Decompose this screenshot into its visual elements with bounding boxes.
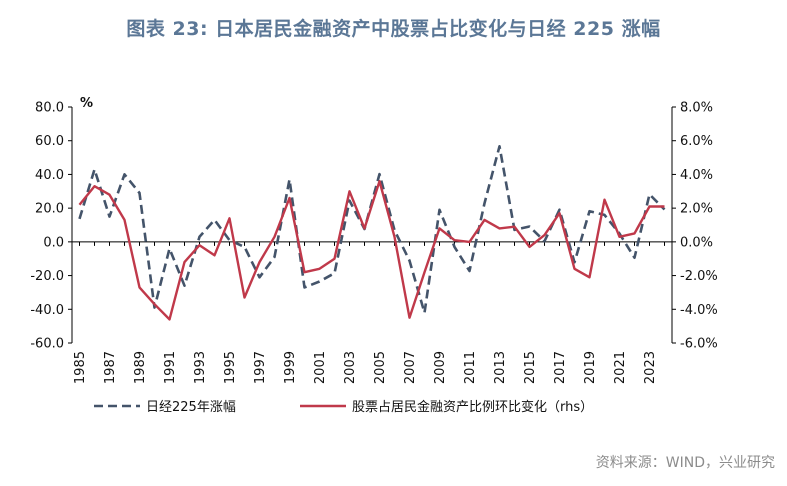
- source-note: 资料来源：WIND，兴业研究: [595, 455, 775, 471]
- left-tick-label: -20.0: [30, 269, 64, 284]
- x-tick-label: 1997: [253, 351, 268, 384]
- right-tick-label: 6.0%: [680, 134, 713, 149]
- nikkei-series-line: [78, 145, 666, 315]
- left-tick-label: 60.0: [35, 134, 64, 149]
- right-tick-label: -2.0%: [680, 269, 718, 284]
- x-tick-label: 2001: [313, 351, 328, 384]
- x-tick-label: 2017: [553, 351, 568, 384]
- right-tick-label: 8.0%: [680, 101, 713, 116]
- left-tick-label: 20.0: [35, 202, 64, 217]
- x-tick-label: 1995: [223, 351, 238, 384]
- legend: 日经225年涨幅 股票占居民金融资产比例环比变化（rhs）: [94, 399, 593, 415]
- x-tick-label: 2013: [493, 351, 508, 384]
- left-unit-label: %: [80, 96, 93, 111]
- x-tick-label: 2003: [343, 351, 358, 384]
- left-tick-label: -40.0: [30, 303, 64, 318]
- x-tick-label: 2023: [643, 351, 658, 384]
- left-tick-label: 40.0: [35, 168, 64, 183]
- series-layer: [78, 145, 666, 321]
- right-tick-label: 0.0%: [680, 235, 713, 250]
- left-tick-label: 0.0: [43, 235, 64, 250]
- x-tick-label: 2011: [463, 351, 478, 384]
- x-tick-label: 2019: [583, 351, 598, 384]
- legend-label-nikkei: 日经225年涨幅: [146, 400, 236, 415]
- left-tick-label: 80.0: [35, 101, 64, 116]
- x-tick-label: 1993: [193, 351, 208, 384]
- legend-label-stock-share: 股票占居民金融资产比例环比变化（rhs）: [352, 399, 593, 415]
- x-tick-label: 2015: [523, 351, 538, 384]
- right-tick-label: 2.0%: [680, 202, 713, 217]
- x-tick-label: 1987: [103, 351, 118, 384]
- stock-share-series-line: [78, 180, 665, 321]
- x-tick-label: 2021: [613, 351, 628, 384]
- x-tick-label: 2009: [433, 351, 448, 384]
- x-tick-label: 1991: [163, 351, 178, 384]
- left-tick-label: -60.0: [30, 337, 64, 352]
- x-tick-label: 1989: [133, 351, 148, 384]
- x-tick-label: 1985: [73, 351, 88, 384]
- x-tick-label: 2005: [373, 351, 388, 384]
- right-tick-label: -4.0%: [680, 303, 718, 318]
- right-tick-label: -6.0%: [680, 337, 718, 352]
- chart-title: 图表 23: 日本居民金融资产中股票占比变化与日经 225 涨幅: [126, 18, 661, 40]
- x-tick-label: 1999: [283, 351, 298, 384]
- right-tick-label: 4.0%: [680, 168, 713, 183]
- axes-layer: 80.0 60.0 40.0 20.0 0.0 -20.0 -40.0 -60.0% 8.0% 6…: [30, 96, 717, 384]
- x-tick-label: 2007: [403, 351, 418, 384]
